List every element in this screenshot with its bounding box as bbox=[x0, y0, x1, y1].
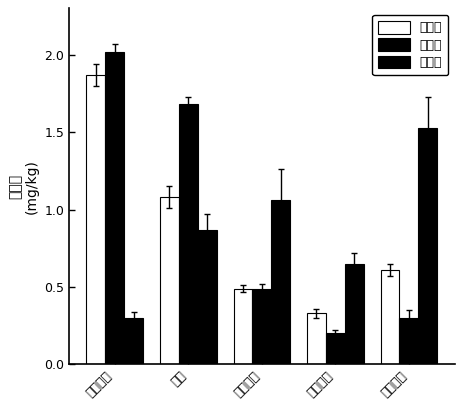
Bar bbox=[400, 318, 418, 364]
Bar bbox=[381, 270, 400, 364]
Y-axis label: 茎浓度
(mg/kg): 茎浓度 (mg/kg) bbox=[8, 159, 38, 214]
Legend: 茎浓度, 叶浓度, 根浓度: 茎浓度, 叶浓度, 根浓度 bbox=[372, 15, 449, 75]
Bar bbox=[87, 75, 106, 364]
Bar bbox=[326, 333, 345, 364]
Bar bbox=[345, 264, 363, 364]
Bar bbox=[307, 313, 326, 364]
Bar bbox=[179, 104, 198, 364]
Bar bbox=[233, 288, 252, 364]
Bar bbox=[160, 197, 179, 364]
Bar bbox=[106, 52, 124, 364]
Bar bbox=[418, 128, 437, 364]
Bar bbox=[198, 230, 217, 364]
Bar bbox=[252, 288, 271, 364]
Bar bbox=[124, 318, 143, 364]
Bar bbox=[271, 200, 290, 364]
